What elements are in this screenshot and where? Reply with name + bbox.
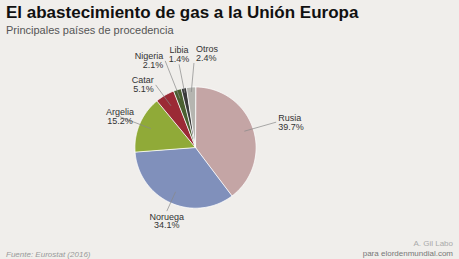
html-text:A. Gil Labo: A. Gil Labo xyxy=(413,239,453,248)
html-text:para elordenmundial.com: para elordenmundial.com xyxy=(362,249,453,258)
svg-text:Catar5.1%: Catar5.1% xyxy=(132,75,154,94)
html-text:El abastecimiento de gas a la: El abastecimiento de gas a la Unión Euro… xyxy=(6,3,359,22)
svg-text:Nigeria2.1%: Nigeria2.1% xyxy=(135,51,164,70)
html-text:Fuente: Eurostat (2016): Fuente: Eurostat (2016) xyxy=(6,250,91,259)
svg-text:Rusia39.7%: Rusia39.7% xyxy=(278,113,304,132)
svg-text:Libia1.4%: Libia1.4% xyxy=(169,45,190,64)
html-text:Principales países de proceden: Principales países de procedencia xyxy=(6,24,174,36)
svg-text:Noruega34.1%: Noruega34.1% xyxy=(150,212,185,231)
svg-text:Otros2.4%: Otros2.4% xyxy=(196,44,219,63)
svg-text:Argelia15.2%: Argelia15.2% xyxy=(106,107,134,126)
